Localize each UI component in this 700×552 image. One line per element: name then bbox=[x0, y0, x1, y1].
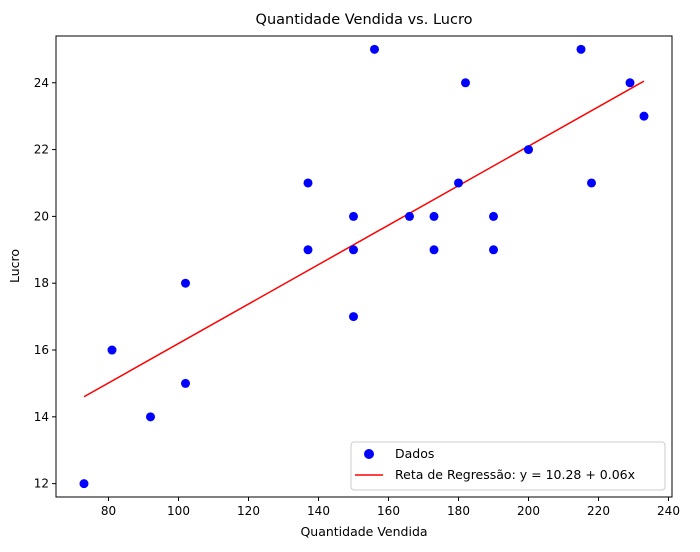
x-tick-label: 80 bbox=[101, 504, 116, 518]
legend-label-regression: Reta de Regressão: y = 10.28 + 0.06x bbox=[395, 467, 635, 482]
legend-marker-dados bbox=[364, 449, 374, 459]
data-point bbox=[181, 378, 190, 388]
data-point bbox=[349, 211, 358, 221]
x-tick-label: 100 bbox=[167, 504, 190, 518]
y-tick-label: 16 bbox=[34, 343, 49, 357]
data-point bbox=[461, 78, 470, 88]
data-point bbox=[587, 178, 596, 188]
y-tick-label: 12 bbox=[34, 477, 49, 491]
data-point bbox=[625, 78, 635, 88]
data-point bbox=[639, 111, 649, 121]
data-point bbox=[454, 178, 463, 188]
data-point bbox=[79, 479, 89, 489]
data-point bbox=[576, 44, 586, 54]
y-tick-label: 20 bbox=[34, 209, 49, 223]
x-tick-label: 180 bbox=[447, 504, 470, 518]
data-point bbox=[429, 211, 439, 221]
data-point bbox=[370, 44, 379, 54]
legend-box bbox=[350, 441, 666, 491]
data-point bbox=[303, 178, 313, 188]
x-axis: 80 100 120 140 160 180 200 220 240 bbox=[101, 497, 680, 518]
data-point bbox=[429, 245, 439, 255]
x-tick-label: 140 bbox=[307, 504, 330, 518]
y-axis-label: Lucro bbox=[7, 249, 22, 283]
data-point bbox=[349, 312, 358, 322]
x-tick-label: 120 bbox=[237, 504, 260, 518]
y-tick-label: 14 bbox=[34, 410, 49, 424]
y-tick-label: 18 bbox=[34, 276, 49, 290]
chart-title: Quantidade Vendida vs. Lucro bbox=[256, 12, 473, 28]
data-point bbox=[181, 278, 190, 288]
x-tick-label: 220 bbox=[587, 504, 610, 518]
plot-area bbox=[79, 44, 649, 489]
legend: Dados Reta de Regressão: y = 10.28 + 0.0… bbox=[350, 441, 666, 491]
x-tick-label: 240 bbox=[657, 504, 680, 518]
data-point bbox=[489, 245, 498, 255]
x-axis-label: Quantidade Vendida bbox=[300, 524, 427, 539]
data-point bbox=[349, 245, 358, 255]
data-point bbox=[107, 345, 117, 355]
data-point bbox=[146, 412, 155, 422]
y-tick-label: 24 bbox=[34, 76, 49, 90]
x-tick-label: 200 bbox=[517, 504, 540, 518]
data-point bbox=[489, 211, 498, 221]
x-tick-label: 160 bbox=[377, 504, 400, 518]
y-axis: 12 14 16 18 20 22 24 bbox=[34, 76, 56, 491]
data-point bbox=[524, 145, 533, 155]
axes-frame bbox=[55, 35, 673, 498]
regression-line bbox=[83, 80, 645, 398]
y-tick-label: 22 bbox=[34, 143, 49, 157]
legend-label-dados: Dados bbox=[395, 446, 434, 461]
data-point bbox=[405, 211, 414, 221]
data-point bbox=[303, 245, 313, 255]
